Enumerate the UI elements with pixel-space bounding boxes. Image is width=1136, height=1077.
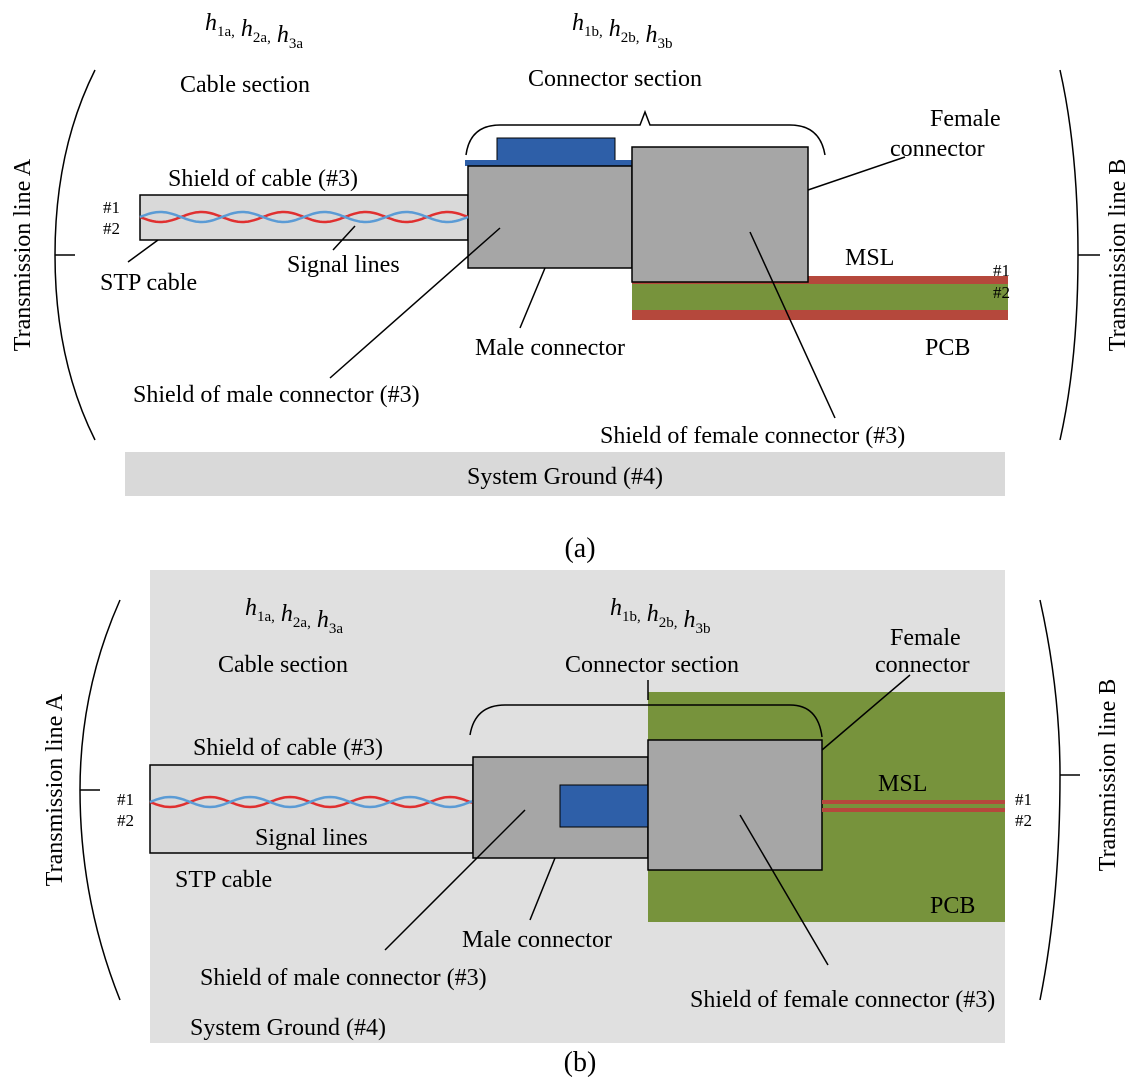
line-label: Transmission line A	[10, 158, 36, 351]
param-subscript: 2b,	[659, 615, 678, 631]
leader	[128, 240, 158, 262]
pcb-ground	[632, 310, 1008, 320]
pin-label: #1	[117, 790, 134, 809]
pcb	[632, 284, 1008, 310]
male-connector-label: Male connector	[462, 927, 612, 953]
parameters: h1b,h2b,h3b	[572, 10, 673, 52]
female-connector-label: connector	[890, 136, 985, 162]
msl-label: MSL	[845, 245, 894, 271]
shield-male-label: Shield of male connector (#3)	[200, 965, 487, 991]
system-ground-label: System Ground (#4)	[190, 1015, 386, 1041]
msl-trace	[822, 808, 1005, 812]
signal-lines-label: Signal lines	[287, 252, 400, 278]
male-connector-label: Male connector	[475, 335, 625, 361]
shield-female-label: Shield of female connector (#3)	[690, 987, 995, 1013]
param-symbol: h	[241, 16, 253, 42]
line-label: Transmission line B	[1095, 679, 1121, 871]
param-symbol: h	[609, 16, 621, 42]
brace	[1060, 70, 1078, 440]
latch	[560, 785, 648, 827]
male-connector	[468, 166, 632, 268]
pin-label: #2	[1015, 811, 1032, 830]
pin-label: #2	[103, 219, 120, 238]
param-symbol: h	[610, 595, 622, 621]
section-label: Connector section	[528, 66, 702, 92]
stp-cable-label: STP cable	[100, 270, 197, 296]
param-symbol: h	[317, 607, 329, 633]
param-subscript: 1a,	[217, 24, 235, 40]
latch-strip	[465, 160, 632, 166]
shield-female-label: Shield of female connector (#3)	[600, 423, 905, 449]
pin-label: #1	[103, 198, 120, 217]
female-connector-label: Female	[930, 106, 1001, 132]
param-subscript: 1b,	[584, 24, 603, 40]
pcb-label: PCB	[930, 893, 975, 919]
section-label: Cable section	[180, 72, 310, 98]
param-subscript: 3b	[658, 36, 673, 52]
param-symbol: h	[646, 22, 658, 48]
leader	[520, 268, 545, 328]
diagram: h1a,h2a,h3ah1b,h2b,h3bTransmission line …	[0, 0, 1136, 1077]
female-connector	[632, 147, 808, 282]
line-label: Transmission line B	[1105, 159, 1131, 351]
param-subscript: 2a,	[293, 615, 311, 631]
panel-a-shapes	[55, 70, 1100, 496]
section-label: Cable section	[218, 652, 348, 678]
caption: (a)	[564, 533, 595, 564]
female-connector	[648, 740, 822, 870]
param-subscript: 3b	[696, 621, 711, 637]
param-symbol: h	[281, 601, 293, 627]
msl-label: MSL	[878, 771, 927, 797]
female-connector-label: connector	[875, 652, 970, 678]
shield-cable-label: Shield of cable (#3)	[168, 166, 358, 192]
stp-cable-label: STP cable	[175, 867, 272, 893]
param-subscript: 1a,	[257, 609, 275, 625]
caption: (b)	[564, 1047, 597, 1077]
pcb-label: PCB	[925, 335, 970, 361]
system-ground-label: System Ground (#4)	[467, 464, 663, 490]
msl-trace	[822, 800, 1005, 804]
param-symbol: h	[245, 595, 257, 621]
section-label: Connector section	[565, 652, 739, 678]
parameters: h1a,h2a,h3a	[205, 10, 303, 52]
brace	[80, 600, 120, 1000]
param-symbol: h	[572, 10, 584, 36]
param-symbol: h	[684, 607, 696, 633]
param-subscript: 2a,	[253, 30, 271, 46]
pin-label: #1	[993, 261, 1010, 280]
param-subscript: 3a	[329, 621, 344, 637]
pin-label: #2	[993, 283, 1010, 302]
param-subscript: 1b,	[622, 609, 641, 625]
param-symbol: h	[205, 10, 217, 36]
pin-label: #2	[117, 811, 134, 830]
shield-male-label: Shield of male connector (#3)	[133, 382, 420, 408]
shield-cable-label: Shield of cable (#3)	[193, 735, 383, 761]
line-label: Transmission line A	[42, 693, 68, 886]
param-subscript: 3a	[289, 36, 304, 52]
signal-lines-label: Signal lines	[255, 825, 368, 851]
param-symbol: h	[277, 22, 289, 48]
param-symbol: h	[647, 601, 659, 627]
latch	[497, 138, 615, 162]
female-connector-label: Female	[890, 625, 961, 651]
param-subscript: 2b,	[621, 30, 640, 46]
brace	[1040, 600, 1060, 1000]
pin-label: #1	[1015, 790, 1032, 809]
